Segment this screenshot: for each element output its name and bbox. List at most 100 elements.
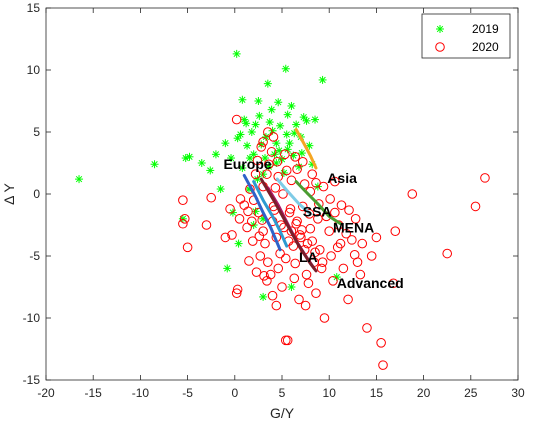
data-point-2020 bbox=[254, 231, 265, 241]
data-point-2020 bbox=[278, 189, 288, 199]
data-point-2019 bbox=[276, 121, 285, 130]
data-point-2020 bbox=[290, 152, 301, 162]
region-label-la: LA bbox=[299, 249, 318, 265]
legend-label-2019: 2019 bbox=[472, 22, 499, 36]
data-point-2020 bbox=[388, 278, 399, 289]
data-point-2020 bbox=[250, 169, 261, 179]
data-point-2020 bbox=[310, 247, 320, 258]
data-point-2020 bbox=[182, 242, 193, 253]
data-point-2020 bbox=[178, 195, 188, 205]
data-point-2020 bbox=[470, 201, 481, 212]
data-point-2020 bbox=[289, 273, 300, 284]
data-point-2020 bbox=[362, 323, 372, 333]
data-point-2020 bbox=[480, 173, 490, 183]
data-point-2019 bbox=[238, 95, 247, 104]
data-point-2020 bbox=[297, 156, 308, 167]
data-point-2019 bbox=[223, 264, 232, 273]
data-point-2020 bbox=[330, 207, 340, 218]
data-point-2020 bbox=[333, 220, 344, 230]
y-axis: -15 -10 -5 0 5 10 15 bbox=[23, 1, 518, 387]
trajectory-mena bbox=[294, 180, 343, 226]
data-point-2019 bbox=[234, 239, 243, 248]
data-point-2020 bbox=[271, 300, 282, 311]
data-point-2020 bbox=[314, 245, 325, 255]
data-point-2020 bbox=[255, 251, 266, 261]
data-point-2020 bbox=[272, 156, 283, 167]
data-point-2020 bbox=[263, 159, 274, 170]
data-point-2020 bbox=[260, 238, 270, 249]
x-axis-label: G/Y bbox=[270, 405, 295, 421]
data-point-2020 bbox=[256, 142, 267, 152]
data-point-2019 bbox=[318, 75, 327, 84]
x-tick-label: -10 bbox=[132, 386, 150, 400]
data-point-2020 bbox=[341, 228, 351, 239]
data-point-2019 bbox=[311, 115, 320, 124]
data-point-2019 bbox=[211, 150, 220, 159]
data-point-2019 bbox=[185, 152, 194, 161]
data-point-2020 bbox=[316, 263, 327, 274]
data-point-2019 bbox=[263, 79, 272, 88]
data-point-2020 bbox=[220, 232, 231, 243]
data-point-2020 bbox=[311, 288, 321, 299]
trajectory-ssa bbox=[275, 177, 312, 216]
data-point-2020 bbox=[247, 236, 258, 246]
y-tick-label: -15 bbox=[23, 373, 41, 387]
data-point-2020 bbox=[378, 360, 388, 370]
data-point-2020 bbox=[280, 335, 291, 346]
data-point-2020 bbox=[258, 137, 268, 147]
region-label-ssa: SSA bbox=[303, 203, 332, 219]
data-point-2020 bbox=[263, 127, 273, 137]
data-point-2020 bbox=[277, 282, 287, 292]
data-point-2020 bbox=[314, 199, 324, 209]
data-point-2019 bbox=[265, 118, 274, 127]
plot-area bbox=[46, 8, 518, 380]
data-point-2020 bbox=[376, 338, 386, 348]
data-point-2019 bbox=[236, 130, 245, 139]
x-tick-label: 30 bbox=[511, 386, 525, 400]
data-point-2019 bbox=[206, 166, 215, 175]
data-point-2020 bbox=[311, 178, 321, 188]
data-point-2020 bbox=[259, 271, 269, 281]
data-point-2020 bbox=[343, 294, 353, 305]
data-point-2020 bbox=[284, 207, 295, 218]
data-point-2020 bbox=[324, 226, 335, 236]
data-point-2019 bbox=[242, 119, 251, 128]
data-point-2020 bbox=[371, 232, 382, 243]
data-point-2020 bbox=[344, 205, 354, 215]
data-point-2019 bbox=[261, 132, 270, 141]
x-tick-label: 15 bbox=[370, 386, 384, 400]
legend-box bbox=[421, 13, 511, 59]
x-tick-label: 25 bbox=[464, 386, 478, 400]
data-point-2020 bbox=[285, 204, 296, 214]
data-point-2020 bbox=[291, 218, 301, 229]
data-point-2020 bbox=[326, 251, 336, 261]
data-point-2019 bbox=[297, 149, 306, 158]
data-point-2020 bbox=[390, 226, 401, 236]
data-point-2020 bbox=[234, 214, 245, 224]
data-point-2020 bbox=[325, 194, 335, 204]
y-tick-label: 0 bbox=[33, 187, 40, 201]
data-point-2019 bbox=[75, 175, 84, 184]
x-axis: -20 -15 -10 -5 0 5 10 15 20 25 30 bbox=[37, 8, 525, 400]
data-point-2019 bbox=[227, 154, 236, 163]
legend: 2019 2020 bbox=[421, 13, 511, 59]
data-point-2020 bbox=[317, 257, 328, 268]
data-point-2019 bbox=[302, 116, 311, 125]
data-point-2019 bbox=[245, 154, 254, 163]
data-point-2019 bbox=[287, 283, 296, 291]
trajectory-europe bbox=[242, 173, 282, 252]
data-point-2020 bbox=[330, 176, 340, 187]
x-tick-label: 5 bbox=[279, 386, 286, 400]
data-point-2020 bbox=[295, 230, 305, 240]
data-point-2019 bbox=[232, 49, 241, 58]
data-point-2019 bbox=[292, 120, 301, 129]
data-point-2019 bbox=[274, 98, 283, 107]
data-point-2019 bbox=[287, 101, 296, 110]
data-point-2020 bbox=[292, 164, 302, 174]
data-point-2020 bbox=[307, 236, 318, 246]
y-tick-label: -5 bbox=[29, 249, 40, 263]
data-point-2020 bbox=[280, 253, 291, 264]
data-point-2020 bbox=[262, 169, 272, 179]
